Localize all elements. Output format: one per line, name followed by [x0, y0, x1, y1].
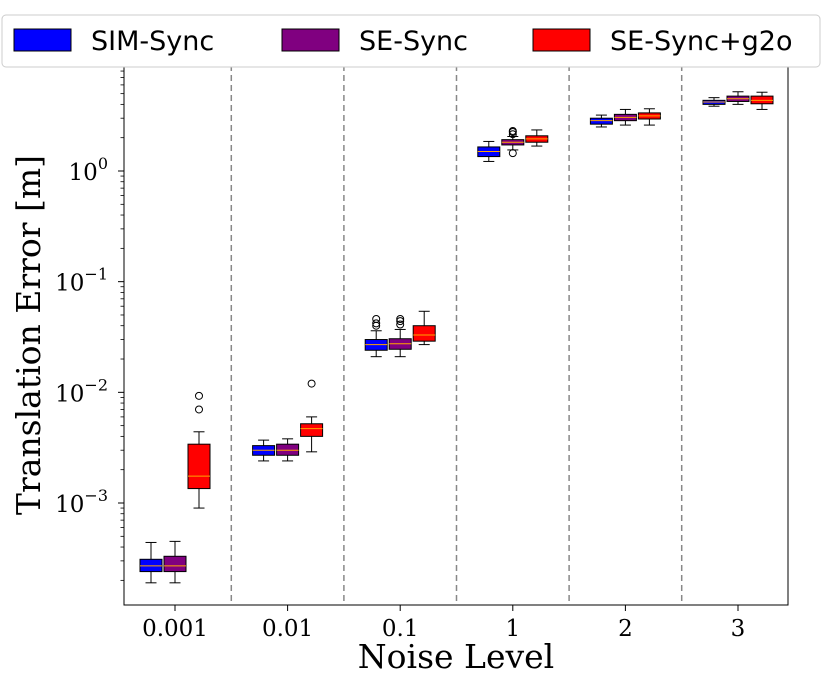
- outlier-point: [372, 319, 381, 328]
- legend: SIM-Sync SE-Sync SE-Sync+g2o: [1, 14, 821, 68]
- outlier-point: [307, 379, 316, 388]
- legend-label: SE-Sync+g2o: [610, 26, 792, 57]
- box: [589, 117, 613, 125]
- x-tick-label: 0.01: [262, 616, 313, 642]
- x-tick-label: 1: [505, 616, 520, 642]
- outlier-point: [396, 320, 405, 329]
- x-tick-label: 0.001: [142, 616, 208, 642]
- group-separators: [230, 65, 683, 605]
- legend-frame: [1, 14, 821, 68]
- series-se-sync: [163, 91, 750, 584]
- legend-label: SE-Sync: [359, 26, 468, 57]
- legend-swatch: [532, 28, 591, 52]
- y-tick-label: 10−1: [55, 265, 108, 297]
- legend-swatch: [13, 28, 72, 52]
- outlier-point: [372, 314, 381, 323]
- legend-label: SIM-Sync: [91, 26, 214, 57]
- outlier-point: [508, 149, 517, 158]
- box: [300, 423, 324, 437]
- x-tick-label: 2: [618, 616, 633, 642]
- x-tick-label: 3: [731, 616, 746, 642]
- outlier-point: [396, 317, 405, 326]
- box: [412, 325, 436, 342]
- box: [187, 443, 211, 490]
- box-series: [139, 91, 774, 584]
- y-axis: 10−3 10−2 10−1 100: [55, 64, 124, 581]
- y-tick-label: 10−3: [55, 486, 108, 518]
- outlier-point: [195, 391, 203, 400]
- outlier-point: [508, 126, 517, 135]
- x-axis: 0.001 0.01 0.1 1 2 3: [142, 605, 745, 642]
- series-se-sync-g2o: [187, 91, 774, 509]
- outlier-point: [195, 405, 203, 414]
- y-tick-label: 10−2: [55, 375, 108, 407]
- series-sim-sync: [139, 97, 726, 584]
- outlier-point: [508, 130, 517, 139]
- y-tick-label: 100: [69, 154, 108, 186]
- x-tick-label: 0.1: [382, 616, 419, 642]
- outlier-point: [396, 314, 405, 323]
- box: [163, 555, 187, 573]
- legend-swatch: [281, 28, 340, 52]
- y-axis-label: Translation Error [m]: [9, 155, 48, 515]
- plot-area: [123, 64, 789, 606]
- x-axis-label: Noise Level: [358, 637, 554, 673]
